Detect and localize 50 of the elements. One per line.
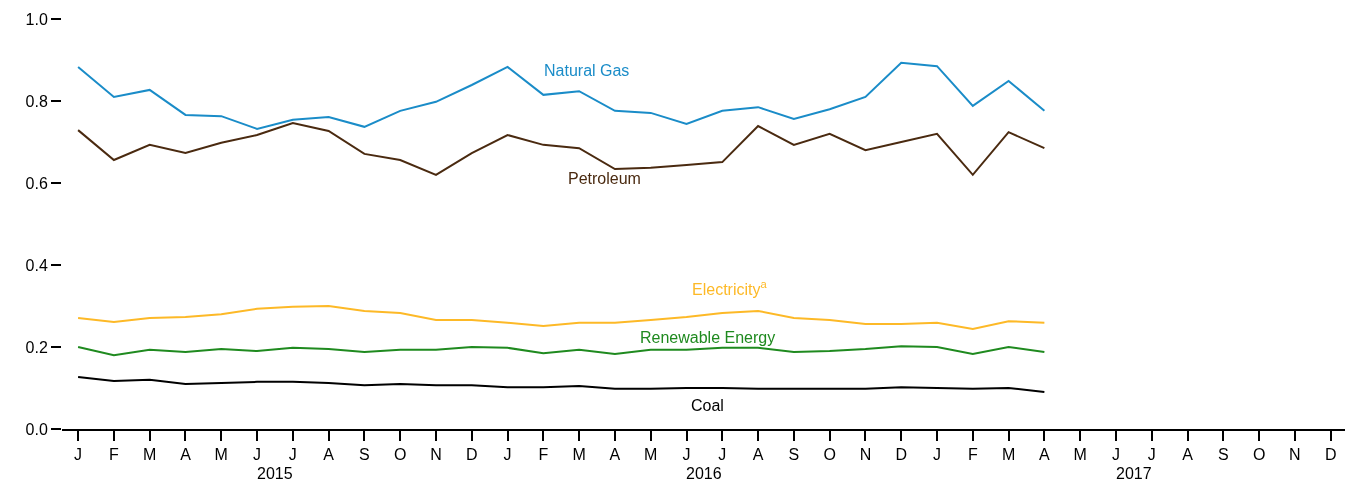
x-tick-label: A <box>180 446 192 464</box>
x-tick-label: N <box>430 446 442 464</box>
x-tick-label: J <box>503 446 512 464</box>
x-tick-label: D <box>465 446 478 464</box>
x-tick-label: J <box>682 446 691 464</box>
series-label: Natural Gas <box>544 62 630 79</box>
y-tick-label: 0.4 <box>25 256 48 274</box>
y-tick-label: 0.0 <box>25 420 48 438</box>
series-label: Petroleum <box>568 170 641 187</box>
text: 2017 <box>1116 465 1152 482</box>
series-label: Renewable Energy <box>640 329 776 346</box>
series-label: Coal <box>691 397 724 414</box>
x-tick-label: D <box>1324 446 1337 464</box>
x-tick-label: A <box>752 446 764 464</box>
x-tick-label: A <box>1039 446 1051 464</box>
x-tick-label: J <box>1147 446 1156 464</box>
x-tick-label: M <box>214 446 228 464</box>
x-tick-label: J <box>933 446 942 464</box>
x-tick-label: J <box>718 446 727 464</box>
x-tick-label: D <box>895 446 908 464</box>
x-tick-label: M <box>644 446 658 464</box>
y-tick-label: 0.8 <box>25 92 48 110</box>
y-tick-label: 0.6 <box>25 174 48 192</box>
x-tick-label: F <box>538 446 549 464</box>
x-tick-label: O <box>393 446 407 464</box>
x-tick-label: N <box>859 446 872 464</box>
x-tick-label: J <box>1111 446 1120 464</box>
x-tick-label: J <box>74 446 83 464</box>
text: 2016 <box>686 465 722 482</box>
x-tick-label: A <box>1182 446 1194 464</box>
x-tick-label: M <box>143 446 157 464</box>
x-tick-label: M <box>572 446 586 464</box>
x-tick-label: O <box>1252 446 1266 464</box>
y-tick-label: 0.2 <box>25 338 48 356</box>
x-tick-label: A <box>609 446 621 464</box>
x-tick-label: O <box>823 446 836 464</box>
x-tick-label: S <box>788 446 800 464</box>
x-tick-label: J <box>253 446 262 464</box>
y-tick-label: 1.0 <box>25 10 48 28</box>
x-tick-label: M <box>1073 446 1087 464</box>
x-tick-label: J <box>288 446 297 464</box>
x-tick-label: N <box>1289 446 1301 464</box>
text: 2015 <box>257 465 293 482</box>
x-tick-label: S <box>359 446 370 464</box>
x-tick-label: M <box>1001 446 1016 464</box>
x-tick-label: A <box>323 446 335 464</box>
x-tick-label: F <box>109 446 119 464</box>
x-tick-label: S <box>1217 446 1229 464</box>
series-label: Electricity$^{a}$ <box>692 278 768 298</box>
x-tick-label: F <box>967 446 978 464</box>
